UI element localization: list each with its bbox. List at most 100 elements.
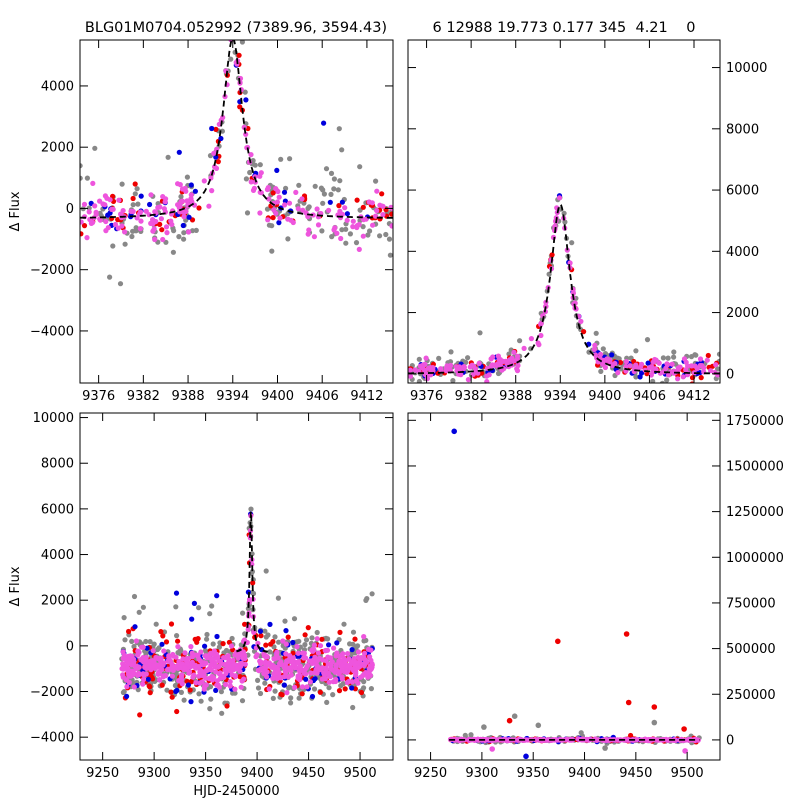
- data-point-red: [194, 639, 200, 645]
- data-point-gray: [248, 506, 254, 512]
- data-point-magenta: [506, 737, 512, 743]
- data-point-blue: [645, 360, 651, 366]
- data-point-magenta: [592, 342, 598, 348]
- data-point-magenta: [600, 361, 606, 367]
- data-point-gray: [92, 145, 98, 151]
- data-point-gray: [368, 686, 374, 692]
- data-point-red: [336, 688, 343, 694]
- data-point-gray: [578, 730, 584, 736]
- data-point-magenta: [342, 205, 348, 211]
- data-point-magenta: [120, 649, 126, 655]
- data-point-red: [137, 712, 143, 718]
- data-point-magenta: [160, 194, 166, 200]
- data-point-gray: [286, 685, 292, 691]
- x-tick-label: 9400: [241, 766, 274, 781]
- data-point-magenta: [322, 676, 328, 682]
- data-point-magenta: [93, 209, 99, 215]
- data-point-gray: [181, 230, 187, 236]
- data-point-gray: [176, 234, 182, 240]
- data-point-magenta: [255, 640, 261, 647]
- data-point-magenta: [360, 661, 366, 667]
- data-point-magenta: [138, 218, 144, 224]
- data-point-magenta: [299, 684, 306, 690]
- x-tick-label: 9382: [127, 389, 160, 404]
- data-point-magenta: [606, 357, 613, 363]
- data-point-magenta: [261, 651, 267, 657]
- data-point-magenta: [489, 363, 495, 369]
- data-point-magenta: [299, 196, 305, 202]
- data-point-red: [196, 205, 202, 211]
- axes-frame: [79, 412, 394, 761]
- data-point-magenta: [408, 373, 412, 379]
- data-point-magenta: [179, 198, 185, 204]
- data-point-gray: [296, 695, 302, 701]
- data-point-magenta: [334, 230, 340, 236]
- data-point-magenta: [193, 680, 199, 686]
- data-point-magenta: [366, 199, 372, 205]
- data-point-magenta: [472, 366, 479, 372]
- x-tick-label: 9450: [619, 766, 652, 781]
- axes-frame: [79, 39, 394, 384]
- data-point-red: [299, 691, 305, 697]
- data-point-magenta: [332, 669, 338, 675]
- data-point-magenta: [360, 673, 366, 679]
- data-point-magenta: [301, 655, 307, 661]
- data-point-blue: [321, 120, 327, 126]
- model-curve: [408, 203, 720, 375]
- data-point-magenta: [488, 356, 494, 362]
- data-point-magenta: [332, 225, 338, 231]
- data-point-magenta: [367, 664, 373, 670]
- data-point-magenta: [204, 653, 210, 659]
- x-tick-label: 9394: [216, 389, 249, 404]
- data-point-magenta: [286, 200, 293, 206]
- data-point-magenta: [229, 672, 235, 678]
- data-point-magenta: [496, 356, 502, 362]
- data-point-gray: [353, 240, 360, 246]
- data-point-gray: [644, 337, 651, 343]
- data-point-magenta: [215, 664, 221, 670]
- data-point-magenta: [328, 662, 334, 668]
- y-tick-label: 0: [66, 202, 74, 217]
- data-point-magenta: [274, 650, 280, 657]
- data-point-magenta: [326, 679, 332, 685]
- outlier-point: [511, 713, 518, 719]
- data-point-gray: [287, 156, 293, 162]
- data-point-gray: [383, 231, 389, 238]
- y-tick-label: 1250000: [726, 505, 784, 520]
- data-point-gray: [184, 174, 190, 180]
- data-point-red: [213, 126, 219, 132]
- data-point-gray: [174, 633, 180, 639]
- data-point-gray: [247, 169, 253, 176]
- data-point-gray: [593, 330, 599, 336]
- outlier-point: [451, 428, 458, 435]
- data-point-blue: [283, 628, 289, 634]
- data-point-blue: [290, 639, 296, 646]
- data-point-magenta: [214, 678, 220, 684]
- data-point-blue: [339, 199, 345, 205]
- data-point-red: [242, 621, 248, 627]
- data-point-gray: [671, 354, 677, 360]
- data-point-gray: [131, 643, 137, 650]
- data-point-magenta: [486, 372, 492, 378]
- data-point-magenta: [339, 676, 345, 682]
- data-point-gray: [330, 692, 336, 698]
- data-point-red: [270, 215, 276, 221]
- data-point-gray: [143, 638, 149, 645]
- data-point-magenta: [274, 199, 280, 205]
- data-point-magenta: [353, 672, 359, 679]
- data-point-magenta: [367, 654, 373, 660]
- data-point-magenta: [277, 215, 283, 221]
- data-point-gray: [477, 330, 483, 336]
- data-point-gray: [275, 595, 281, 601]
- data-point-red: [302, 632, 308, 638]
- data-point-magenta: [103, 218, 109, 225]
- data-point-magenta: [294, 660, 300, 666]
- data-point-magenta: [115, 225, 121, 231]
- data-point-gray: [239, 40, 245, 45]
- data-point-magenta: [283, 666, 289, 672]
- data-point-gray: [170, 249, 176, 255]
- data-point-magenta: [84, 235, 90, 241]
- data-point-magenta: [120, 672, 126, 678]
- data-point-blue: [180, 222, 186, 229]
- data-point-magenta: [598, 351, 604, 357]
